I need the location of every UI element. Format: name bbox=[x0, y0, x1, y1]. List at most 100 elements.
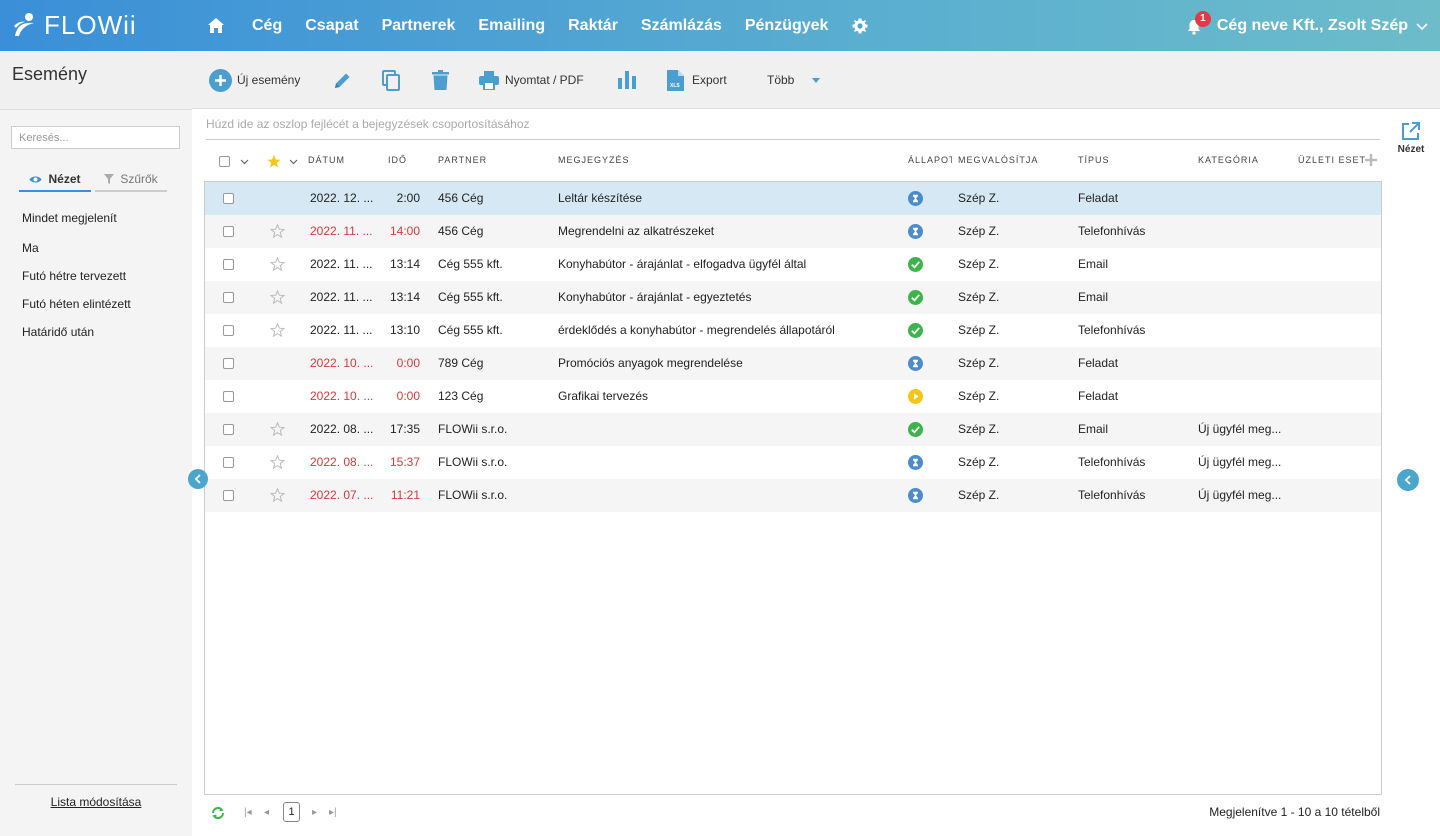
cell-owner: Szép Z. bbox=[958, 290, 1000, 304]
row-checkbox[interactable] bbox=[223, 457, 234, 468]
chevron-down-icon[interactable] bbox=[240, 159, 249, 165]
pager-info: Megjelenítve 1 - 10 a 10 tételből bbox=[1209, 805, 1380, 819]
cell-type: Telefonhívás bbox=[1078, 323, 1146, 337]
cell-category: Új ügyfél meg... bbox=[1198, 455, 1282, 469]
chevron-down-icon[interactable] bbox=[1416, 20, 1428, 32]
star-outline-icon[interactable] bbox=[270, 290, 285, 304]
home-icon[interactable] bbox=[206, 16, 226, 36]
flowii-logo[interactable]: FLOWii bbox=[12, 10, 137, 40]
sidebar-search-input[interactable] bbox=[11, 126, 180, 149]
table-row[interactable]: 2022. 08. ... 17:35 FLOWii s.r.o. Szép Z. Em… bbox=[205, 413, 1381, 446]
gear-icon[interactable] bbox=[851, 17, 869, 35]
nav-item-emailing[interactable]: Emailing bbox=[478, 16, 546, 34]
cell-type: Email bbox=[1078, 290, 1109, 304]
star-filled-icon[interactable] bbox=[267, 155, 281, 168]
row-checkbox[interactable] bbox=[223, 325, 234, 336]
refresh-icon[interactable] bbox=[210, 806, 226, 820]
cell-date: 2022. 10. ... bbox=[310, 356, 374, 370]
table-row[interactable]: 2022. 10. ... 0:00 123 Cég Grafikai tervezé… bbox=[205, 380, 1381, 413]
statistics-button[interactable] bbox=[618, 51, 636, 109]
edit-button[interactable] bbox=[333, 51, 352, 109]
star-outline-icon[interactable] bbox=[270, 488, 285, 502]
table-row[interactable]: 2022. 11. ... 13:14 Cég 555 kft. Konyhabúto… bbox=[205, 281, 1381, 314]
more-dropdown[interactable]: Több bbox=[767, 51, 821, 109]
row-checkbox[interactable] bbox=[223, 259, 234, 270]
chevron-left-icon bbox=[1404, 475, 1411, 485]
table-row[interactable]: 2022. 10. ... 0:00 789 Cég Promóciós anyago… bbox=[205, 347, 1381, 380]
star-outline-icon[interactable] bbox=[270, 257, 285, 271]
cell-owner: Szép Z. bbox=[958, 488, 1000, 502]
column-header-business-case[interactable]: Üzleti eset bbox=[1298, 155, 1367, 165]
table-row[interactable]: 2022. 12. ... 2:00 456 Cég Leltár készítése… bbox=[205, 182, 1381, 215]
collapse-sidebar-button[interactable] bbox=[188, 469, 208, 489]
nav-item-warehouse[interactable]: Raktár bbox=[568, 16, 618, 34]
export-button[interactable]: XLS Export bbox=[667, 51, 727, 109]
table-row[interactable]: 2022. 08. ... 15:37 FLOWii s.r.o. Szép Z. Te… bbox=[205, 446, 1381, 479]
chevron-down-icon[interactable] bbox=[289, 159, 298, 165]
sidebar-item-planned-this-week[interactable]: Futó hétre tervezett bbox=[22, 269, 127, 283]
tab-filters[interactable]: Szűrők bbox=[95, 168, 167, 192]
edit-list-link[interactable]: Lista módosítása bbox=[50, 795, 142, 809]
row-checkbox[interactable] bbox=[223, 391, 234, 402]
table-row[interactable]: 2022. 11. ... 13:14 Cég 555 kft. Konyhabúto… bbox=[205, 248, 1381, 281]
nav-item-company[interactable]: Cég bbox=[252, 16, 283, 34]
column-header-note[interactable]: Megjegyzés bbox=[558, 155, 630, 165]
delete-button[interactable] bbox=[432, 51, 449, 109]
group-by-hint[interactable]: Húzd ide az oszlop fejlécét a bejegyzése… bbox=[206, 117, 530, 131]
cell-category bbox=[1198, 347, 1293, 380]
cell-partner: 123 Cég bbox=[438, 389, 484, 403]
expand-right-panel-button[interactable] bbox=[1397, 469, 1419, 491]
table-row[interactable]: 2022. 11. ... 14:00 456 Cég Megrendelni az … bbox=[205, 215, 1381, 248]
star-outline-icon[interactable] bbox=[270, 422, 285, 436]
bell-icon[interactable]: 1 bbox=[1187, 10, 1211, 35]
next-page-icon[interactable]: ▸ bbox=[312, 807, 318, 818]
row-checkbox[interactable] bbox=[223, 424, 234, 435]
cell-partner: 456 Cég bbox=[438, 191, 484, 205]
prev-page-icon[interactable]: ◂ bbox=[264, 807, 270, 818]
table-row[interactable]: 2022. 07. ... 11:21 FLOWii s.r.o. Szép Z. Te… bbox=[205, 479, 1381, 512]
sidebar-item-show-all[interactable]: Mindet megjelenít bbox=[22, 211, 117, 225]
sidebar-item-overdue[interactable]: Határidő után bbox=[22, 325, 95, 339]
column-header-type[interactable]: Típus bbox=[1078, 155, 1110, 165]
duplicate-button[interactable] bbox=[382, 51, 401, 109]
cell-type: Telefonhívás bbox=[1078, 455, 1146, 469]
tab-view[interactable]: Nézet bbox=[19, 168, 91, 192]
row-checkbox[interactable] bbox=[223, 226, 234, 237]
print-pdf-button[interactable]: Nyomtat / PDF bbox=[479, 51, 584, 109]
sidebar-item-done-this-week[interactable]: Futó héten elintézett bbox=[22, 297, 131, 311]
star-outline-icon[interactable] bbox=[270, 455, 285, 469]
column-header-date[interactable]: Dátum bbox=[308, 155, 345, 165]
user-name[interactable]: Cég neve Kft., Zsolt Szép bbox=[1216, 16, 1408, 34]
main-nav: Cég Csapat Partnerek Emailing Raktár Szá… bbox=[206, 0, 869, 51]
cell-partner: Cég 555 kft. bbox=[438, 257, 503, 271]
nav-item-finance[interactable]: Pénzügyek bbox=[744, 16, 829, 34]
row-checkbox[interactable] bbox=[223, 490, 234, 501]
first-page-icon[interactable]: |◂ bbox=[244, 807, 252, 818]
column-header-time[interactable]: Idő bbox=[388, 155, 408, 165]
cell-owner: Szép Z. bbox=[958, 257, 1000, 271]
add-column-icon[interactable] bbox=[1365, 154, 1377, 166]
row-checkbox[interactable] bbox=[223, 358, 234, 369]
cell-date: 2022. 11. ... bbox=[310, 323, 373, 337]
column-header-partner[interactable]: Partner bbox=[438, 155, 488, 165]
column-header-status[interactable]: Állapot bbox=[908, 155, 952, 165]
nav-item-team[interactable]: Csapat bbox=[305, 16, 359, 34]
sidebar-item-today[interactable]: Ma bbox=[22, 241, 39, 255]
star-outline-icon[interactable] bbox=[270, 224, 285, 238]
nav-item-partners[interactable]: Partnerek bbox=[381, 16, 456, 34]
star-outline-icon[interactable] bbox=[270, 323, 285, 337]
table-row[interactable]: 2022. 11. ... 13:10 Cég 555 kft. érdeklődés… bbox=[205, 314, 1381, 347]
cell-type: Feladat bbox=[1078, 191, 1119, 205]
column-header-category[interactable]: Kategória bbox=[1198, 155, 1259, 165]
new-event-button[interactable]: Új esemény bbox=[209, 51, 300, 109]
current-page[interactable]: 1 bbox=[283, 802, 300, 822]
last-page-icon[interactable]: ▸| bbox=[329, 807, 337, 818]
nav-item-invoicing[interactable]: Számlázás bbox=[640, 16, 722, 34]
row-checkbox[interactable] bbox=[223, 193, 234, 204]
column-header-owner[interactable]: Megvalósítja bbox=[958, 155, 1039, 165]
open-view-button[interactable]: Nézet bbox=[1396, 121, 1426, 155]
user-menu[interactable]: 1 Cég neve Kft., Zsolt Szép bbox=[1187, 0, 1428, 51]
status-waiting-icon bbox=[908, 455, 923, 470]
select-all-checkbox[interactable] bbox=[219, 156, 230, 167]
row-checkbox[interactable] bbox=[223, 292, 234, 303]
